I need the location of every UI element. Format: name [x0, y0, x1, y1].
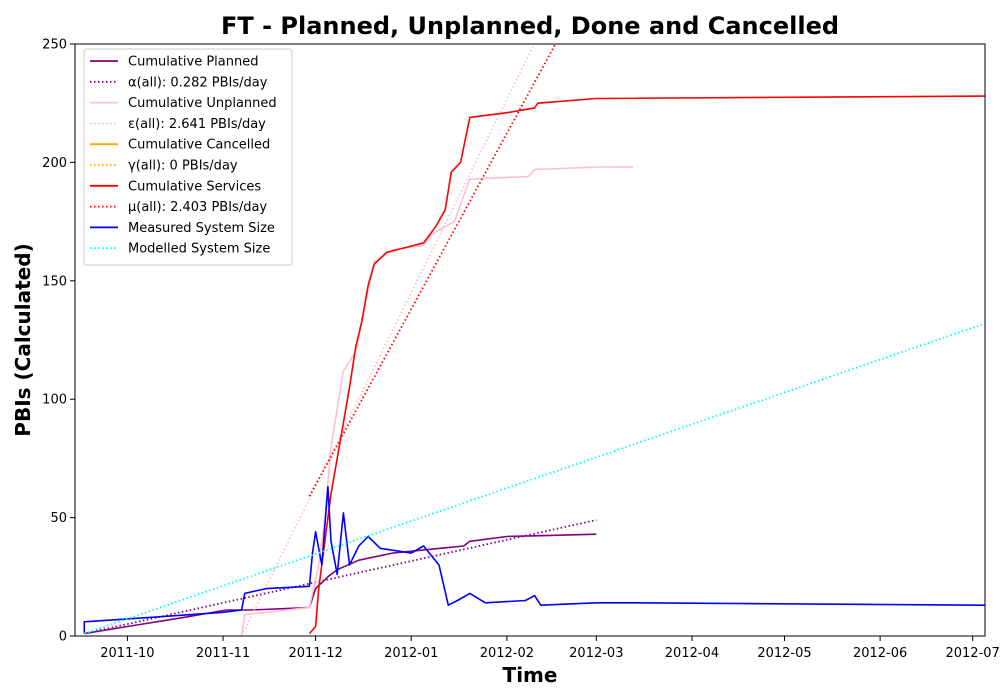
y-tick-label-0: 0: [59, 630, 67, 645]
y-tick-label-1: 50: [50, 511, 67, 526]
axis-layer: 0 50 100 150 200 250 2011-10 2011-11 2011-12 2012…: [42, 38, 1000, 662]
series-line-8: [83, 486, 985, 634]
series-line-2: [240, 166, 634, 636]
legend-label-4: Cumulative Cancelled: [128, 138, 270, 153]
x-tick-label-5: 2012-03: [569, 646, 623, 661]
y-axis-title: PBIs (Calculated): [11, 243, 35, 436]
x-tick-label-6: 2012-04: [665, 646, 719, 661]
legend-label-7: μ(all): 2.403 PBIs/day: [128, 200, 267, 215]
series-line-6: [308, 95, 985, 635]
plot-frame: [74, 43, 986, 637]
y-tick-label-2: 100: [42, 393, 67, 408]
x-axis-title: Time: [503, 663, 558, 687]
y-tick-label-4: 200: [42, 156, 67, 171]
legend-label-5: γ(all): 0 PBIs/day: [128, 159, 238, 174]
legend-label-3: ε(all): 2.641 PBIs/day: [128, 117, 266, 132]
x-tick-label-3: 2012-01: [384, 646, 438, 661]
legend-label-1: α(all): 0.282 PBIs/day: [128, 75, 268, 90]
y-tick-label-3: 150: [42, 274, 67, 289]
legend-label-8: Measured System Size: [128, 221, 275, 236]
legend-label-2: Cumulative Unplanned: [128, 96, 277, 111]
legend-box: [83, 48, 293, 266]
x-tick-label-8: 2012-06: [853, 646, 907, 661]
x-tick-label-7: 2012-05: [757, 646, 811, 661]
x-tick-label-9: 2012-07: [945, 646, 999, 661]
legend-label-6: Cumulative Services: [128, 179, 261, 194]
x-tick-label-1: 2011-11: [196, 646, 250, 661]
series-layer: [83, 44, 985, 636]
y-tick-label-5: 250: [42, 38, 67, 53]
chart-title: FT - Planned, Unplanned, Done and Cancel…: [221, 12, 839, 40]
legend-label-0: Cumulative Planned: [128, 55, 258, 70]
legend: Cumulative Planned α(all): 0.282 PBIs/day…: [83, 48, 293, 266]
series-line-7: [308, 44, 557, 497]
series-line-3: [240, 44, 536, 636]
x-tick-label-2: 2011-12: [288, 646, 342, 661]
series-line-9: [84, 322, 985, 635]
x-tick-label-4: 2012-02: [480, 646, 534, 661]
legend-label-9: Modelled System Size: [128, 242, 270, 257]
series-line-1: [84, 519, 597, 635]
x-tick-label-0: 2011-10: [100, 646, 154, 661]
